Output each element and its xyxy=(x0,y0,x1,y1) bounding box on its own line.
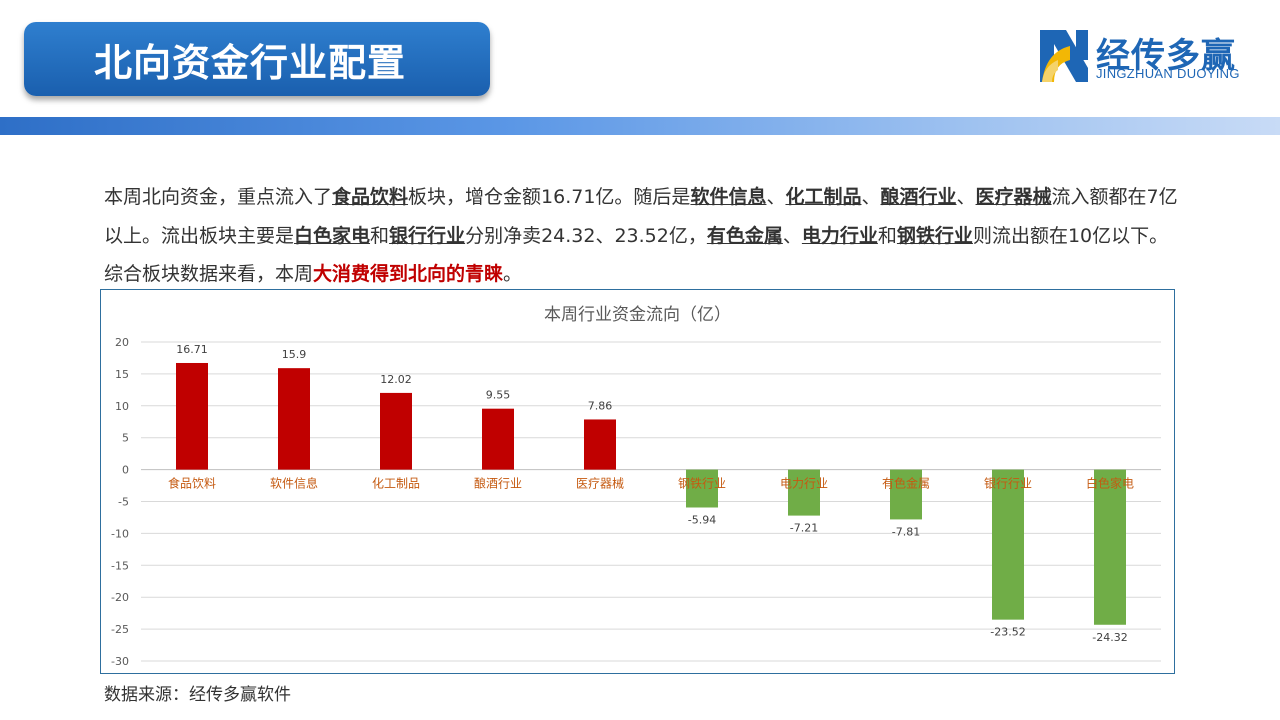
x-category-label: 医疗器械 xyxy=(576,476,624,491)
chart-container: 本周行业资金流向（亿） 20 15 10 5 0 -5 -10 -15 -20 -25 -30 16.… xyxy=(100,289,1175,674)
x-category-label: 白色家电 xyxy=(1086,476,1134,491)
paragraph-text: 、 xyxy=(861,186,881,208)
highlight-sector: 银行行业 xyxy=(389,224,466,247)
data-label: -24.32 xyxy=(1092,631,1127,644)
paragraph-text: 、 xyxy=(782,224,802,247)
logo-mark-icon xyxy=(1040,30,1088,82)
highlight-sector: 医疗器械 xyxy=(975,186,1052,208)
page-title: 北向资金行业配置 xyxy=(94,41,407,85)
data-label: 9.55 xyxy=(486,389,511,402)
x-category-label: 食品饮料 xyxy=(168,476,216,491)
highlight-sector: 电力行业 xyxy=(801,224,878,247)
logo-name-cn: 经传多赢 xyxy=(1096,36,1236,76)
logo-name-en: JINGZHUAN DUOYING xyxy=(1096,66,1240,81)
data-label: -23.52 xyxy=(990,626,1025,639)
highlight-sector: 酿酒行业 xyxy=(880,186,957,208)
paragraph-text: 、 xyxy=(956,186,976,208)
data-label: -5.94 xyxy=(688,513,716,526)
bar xyxy=(686,469,718,508)
x-category-label: 酿酒行业 xyxy=(474,476,522,491)
highlight-sector: 软件信息 xyxy=(690,186,767,208)
paragraph-text: 板块，增仓金额16.71亿。随后是 xyxy=(408,186,691,208)
brand-logo: 经传多赢 JINGZHUAN DUOYING xyxy=(1040,30,1260,86)
bar xyxy=(584,419,616,470)
paragraph-text: 本周北向资金，重点流入了 xyxy=(104,186,333,208)
paragraph-text: 流入额都在7亿以上。流出板块主要是 xyxy=(104,186,1178,247)
y-tick-label: -5 xyxy=(118,496,129,509)
y-tick-label: -25 xyxy=(111,623,129,636)
y-tick-label: 15 xyxy=(115,368,129,381)
paragraph-text: 、 xyxy=(766,186,786,208)
bar-chart: 20 15 10 5 0 -5 -10 -15 -20 -25 -30 16.71 食品饮料 15.9 软件… xyxy=(111,336,1161,668)
paragraph-text: 分别净卖24.32、23.52亿， xyxy=(465,224,707,247)
y-tick-label: -30 xyxy=(111,655,129,668)
header-gradient-bar xyxy=(0,117,1280,135)
data-label: 7.86 xyxy=(588,399,613,412)
y-tick-label: -10 xyxy=(111,527,129,540)
paragraph-text: 和 xyxy=(370,224,390,247)
data-label: -7.21 xyxy=(790,522,818,535)
y-tick-label: 5 xyxy=(122,432,129,445)
bar xyxy=(992,469,1024,620)
highlight-sector: 白色家电 xyxy=(294,224,371,247)
highlight-conclusion: 大消费得到北向的青睐 xyxy=(313,263,504,285)
y-tick-label: 10 xyxy=(115,400,129,413)
bar xyxy=(278,368,310,470)
chart-title: 本周行业资金流向（亿） xyxy=(544,305,731,325)
bar xyxy=(788,469,820,516)
y-tick-label: -15 xyxy=(111,559,129,572)
x-category-label: 钢铁行业 xyxy=(678,477,726,491)
data-label: 12.02 xyxy=(380,373,412,386)
paragraph-text: 和 xyxy=(877,224,897,247)
bar xyxy=(380,392,412,470)
bar xyxy=(1094,469,1126,625)
bar xyxy=(176,362,208,470)
y-tick-label: -20 xyxy=(111,591,129,604)
title-banner: 北向资金行业配置 xyxy=(24,22,490,96)
x-category-label: 有色金属 xyxy=(882,476,930,491)
highlight-sector: 钢铁行业 xyxy=(896,224,973,247)
x-category-label: 化工制品 xyxy=(372,477,420,491)
data-source: 数据来源：经传多赢软件 xyxy=(104,685,291,705)
y-tick-label: 0 xyxy=(122,464,129,477)
paragraph-text: 。 xyxy=(503,263,523,285)
data-label: 15.9 xyxy=(282,348,307,361)
highlight-sector: 食品饮料 xyxy=(332,186,409,208)
highlight-sector: 化工制品 xyxy=(785,186,862,208)
summary-paragraph: 本周北向资金，重点流入了食品饮料板块，增仓金额16.71亿。随后是软件信息、化工… xyxy=(104,178,1180,294)
bar xyxy=(890,469,922,520)
highlight-sector: 有色金属 xyxy=(706,224,783,247)
x-category-label: 银行行业 xyxy=(984,477,1032,491)
x-category-label: 软件信息 xyxy=(270,476,318,491)
paragraph-text: 则流出额在10亿以下。综合板块数据来看，本周 xyxy=(104,224,1169,286)
bar xyxy=(482,408,514,470)
y-tick-label: 20 xyxy=(115,336,129,349)
data-label: -7.81 xyxy=(892,525,920,538)
x-category-label: 电力行业 xyxy=(780,477,828,491)
data-label: 16.71 xyxy=(176,343,208,356)
